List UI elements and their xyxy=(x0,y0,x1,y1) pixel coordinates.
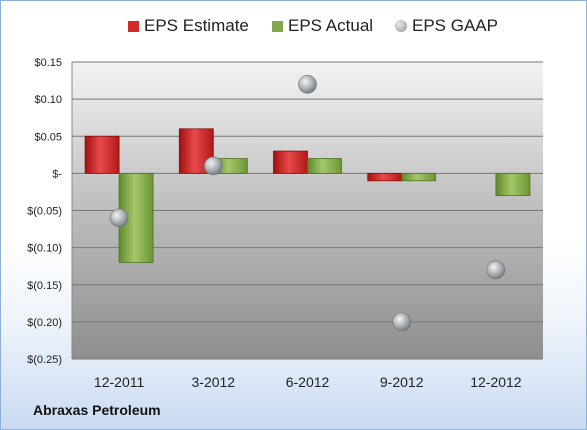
legend-swatch-eps-gaap xyxy=(395,20,407,32)
legend-swatch-eps-actual xyxy=(272,20,283,32)
x-tick-label: 12-2012 xyxy=(470,374,522,390)
y-tick-label: $0.05 xyxy=(34,131,62,143)
y-tick-label: $- xyxy=(52,168,62,180)
company-name: Abraxas Petroleum xyxy=(33,402,161,418)
y-tick-label: $(0.20) xyxy=(27,317,62,329)
legend-item-eps-estimate: EPS Estimate xyxy=(128,16,249,36)
y-tick-label: $0.15 xyxy=(34,57,62,69)
y-tick-label: $(0.10) xyxy=(27,243,62,255)
legend-item-eps-gaap: EPS GAAP xyxy=(395,16,498,36)
y-tick-label: $0.10 xyxy=(34,94,62,106)
bar-eps-actual xyxy=(401,172,437,182)
legend-swatch-eps-estimate xyxy=(128,20,139,32)
marker-eps-gaap xyxy=(204,156,223,176)
marker-eps-gaap xyxy=(392,312,412,332)
bar-eps-actual xyxy=(495,172,531,197)
marker-eps-gaap xyxy=(298,74,317,94)
x-tick-label: 3-2012 xyxy=(192,374,236,390)
x-tick-label: 9-2012 xyxy=(380,374,424,390)
bar-eps-estimate xyxy=(273,150,308,174)
y-tick-label: $(0.25) xyxy=(27,354,62,366)
legend-item-eps-actual: EPS Actual xyxy=(272,16,373,36)
legend-label-eps-gaap: EPS GAAP xyxy=(412,16,498,35)
bar-eps-estimate xyxy=(178,128,214,174)
legend-label-eps-actual: EPS Actual xyxy=(288,16,374,35)
y-tick-label: $(0.15) xyxy=(27,280,62,292)
marker-eps-gaap xyxy=(109,208,129,228)
x-tick-label: 6-2012 xyxy=(286,374,330,390)
marker-eps-gaap xyxy=(486,260,506,280)
bar-eps-estimate xyxy=(367,172,403,182)
x-tick-label: 12-2011 xyxy=(94,374,145,390)
legend-label-eps-estimate: EPS Estimate xyxy=(144,16,249,35)
bar-eps-actual xyxy=(307,158,342,174)
legend: EPS Estimate EPS Actual EPS GAAP xyxy=(0,16,587,42)
y-tick-label: $(0.05) xyxy=(27,206,62,218)
bar-eps-estimate xyxy=(84,135,120,174)
